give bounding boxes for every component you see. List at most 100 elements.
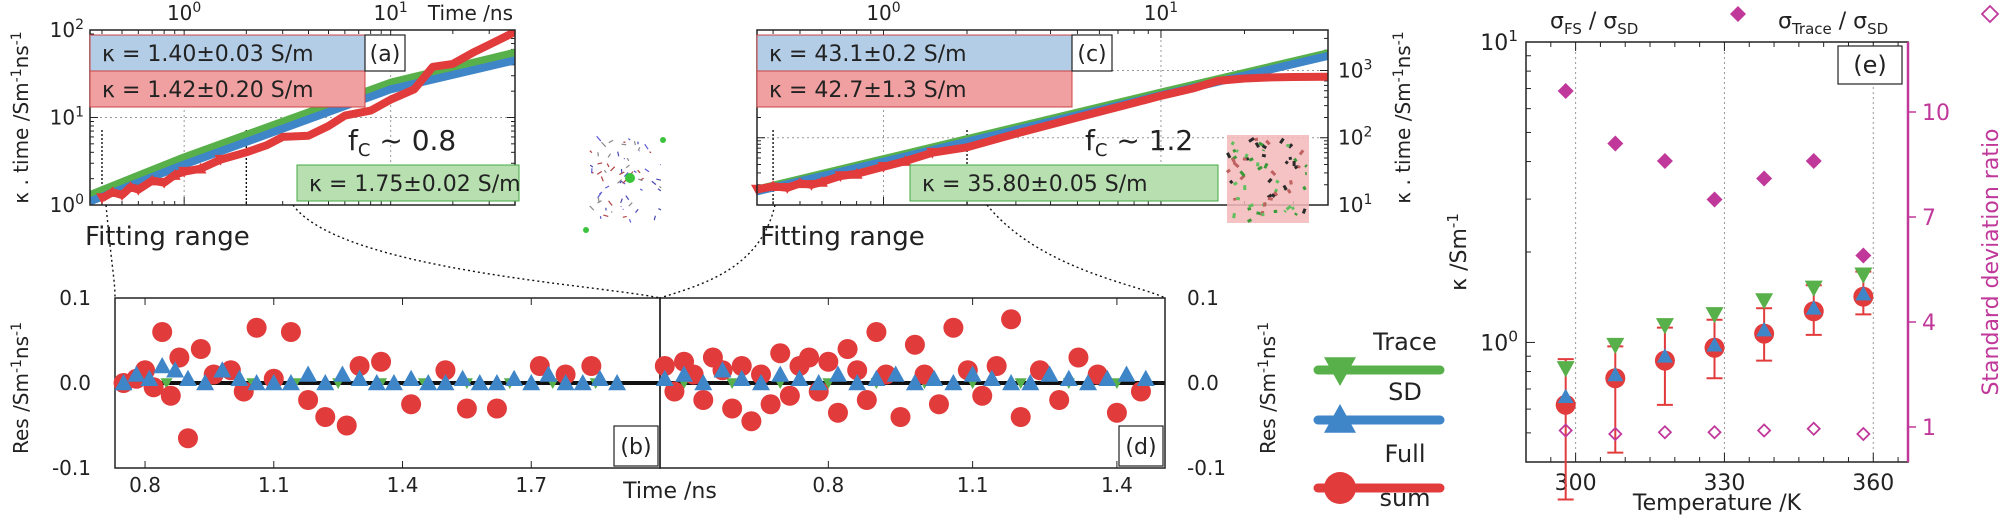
y-axis-label: Res /Sm-1ns-1 — [1256, 322, 1280, 454]
ratio-trace-marker — [1756, 423, 1772, 438]
sd-marker — [1079, 374, 1098, 391]
y2-tick-label: 1 — [1922, 416, 1936, 441]
ratio-trace-marker — [1558, 423, 1573, 438]
sd-marker — [886, 365, 905, 382]
full-sum-marker — [664, 381, 685, 402]
molecule-bond — [1279, 137, 1285, 145]
molecule-bond — [589, 205, 595, 211]
full-sum-marker — [486, 398, 507, 419]
fit-box-trace-text: κ = 1.75±0.02 S/m — [309, 172, 521, 197]
series-marker — [178, 166, 191, 178]
molecule-bond — [625, 195, 630, 201]
sd-marker — [573, 374, 592, 391]
sd-marker — [1021, 374, 1040, 391]
panel-label-box — [1837, 45, 1903, 85]
molecule-bond — [1294, 212, 1298, 216]
panel-e: 300 330 360 100 101 1 4 7 10 Temperature /K κ /Sm-… — [1444, 4, 2004, 516]
sd-marker — [963, 365, 982, 382]
series-marker — [132, 184, 145, 196]
molecule-bond — [607, 153, 611, 158]
sd-marker — [350, 369, 369, 386]
trace-marker — [1705, 307, 1724, 324]
molecule-bond — [1304, 164, 1308, 168]
molecule-bond — [596, 170, 603, 175]
y-tick-label: 102 — [50, 17, 84, 42]
full-sum-marker — [890, 407, 911, 427]
molecule-bond — [1232, 212, 1236, 219]
legend-top-marker — [1730, 6, 1746, 22]
trace-marker — [1854, 267, 1873, 284]
series-marker — [146, 174, 159, 186]
molecule-bond — [1261, 153, 1267, 158]
sd-marker — [1855, 285, 1872, 301]
legend-label-2: sum — [1379, 484, 1430, 512]
molecule-bond — [1283, 209, 1287, 213]
molecule-bond — [637, 169, 641, 174]
full-sum-marker — [456, 398, 477, 419]
plot-frame — [756, 29, 1329, 206]
molecule-bond — [640, 177, 644, 181]
sd-marker — [505, 369, 524, 386]
trace-marker — [160, 378, 173, 389]
sd-marker — [771, 365, 790, 382]
full-sum-marker — [928, 394, 949, 415]
sd-marker — [367, 374, 386, 391]
molecule-bond — [606, 163, 610, 168]
molecule-bond — [628, 202, 633, 207]
molecule-bond — [617, 151, 620, 157]
full-sum-marker — [1010, 407, 1031, 427]
legend-label: Trace — [1372, 328, 1437, 356]
ratio-fs-marker — [1756, 170, 1773, 187]
molecule-bond — [620, 198, 623, 204]
sd-marker — [752, 374, 770, 391]
molecule-bond — [597, 192, 602, 199]
sd-marker — [127, 365, 146, 382]
panel-b: 0.8 1.1 1.4 1.7 -0.1 0.0 0.1 (b) Time /ns Res /Sm… — [9, 286, 717, 504]
molecule-bond — [1297, 164, 1301, 169]
panel-label-box — [364, 34, 406, 72]
x-tick-label: 1.1 — [957, 473, 989, 497]
fit-box-sd — [89, 34, 366, 72]
molecule-bond — [1282, 184, 1288, 191]
trace-marker — [1606, 337, 1625, 355]
sd-marker — [436, 374, 455, 391]
molecule-bond — [1232, 181, 1238, 186]
molecule-bond — [603, 214, 609, 218]
legend-marker — [1324, 404, 1356, 433]
panel-label: (e) — [1853, 51, 1887, 79]
full-sum-marker — [972, 385, 993, 406]
series-marker — [850, 167, 863, 179]
y-tick-label: -0.1 — [52, 456, 91, 480]
molecule-bond — [1265, 139, 1271, 146]
y2-tick-label: 10 — [1922, 101, 1950, 126]
sd-marker — [453, 369, 472, 386]
ion-atom — [625, 173, 635, 183]
molecule-bond — [600, 141, 607, 148]
x-tick-label: 1.1 — [258, 473, 290, 497]
series-marker — [877, 161, 890, 173]
molecule-bond — [617, 179, 623, 184]
y2-tick-label: 7 — [1922, 206, 1936, 231]
molecule-bond — [644, 143, 649, 150]
y2-axis-label: Standard deviation ratio — [1979, 128, 2004, 395]
sd-marker — [402, 369, 421, 386]
full-sum-marker — [280, 322, 301, 342]
fit-connector — [659, 204, 776, 299]
molecule-bond — [625, 164, 630, 169]
x-tick-label: 0.8 — [129, 473, 161, 497]
sd-marker — [196, 374, 215, 391]
molecule-bond — [1262, 202, 1267, 207]
series-marker — [781, 183, 794, 194]
series-marker — [168, 169, 181, 180]
molecule-bond — [644, 168, 650, 173]
molecule-bond — [651, 180, 657, 186]
molecule-bond — [608, 200, 613, 206]
ratio-trace-marker — [1856, 426, 1871, 442]
series-marker — [158, 177, 171, 189]
molecule-bond — [1226, 152, 1232, 159]
molecule-bond — [657, 188, 662, 192]
sd-marker — [1040, 365, 1059, 382]
full-sum-marker — [233, 381, 254, 402]
fit-box-sd — [756, 34, 1073, 72]
